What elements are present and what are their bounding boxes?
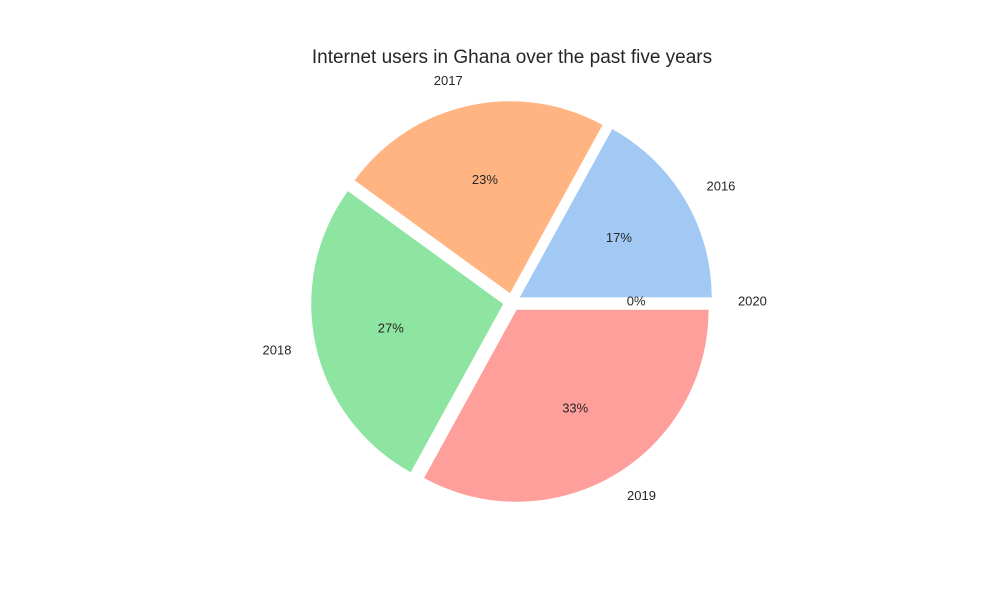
slice-label-2016: 2016 — [706, 178, 735, 193]
slice-label-2020: 2020 — [738, 293, 767, 308]
chart-title: Internet users in Ghana over the past fi… — [312, 47, 712, 68]
pie-slice-2016 — [519, 129, 712, 298]
pct-label-2020: 0% — [627, 293, 646, 308]
slice-label-2018: 2018 — [263, 343, 292, 358]
pct-label-2016: 17% — [606, 230, 632, 245]
pie-labels: 2016 17% 2017 23% 2018 27% 2019 33% 2020 0% — [263, 73, 767, 503]
pie-slices — [311, 101, 712, 502]
slice-label-2019: 2019 — [627, 488, 656, 503]
pct-label-2017: 23% — [472, 172, 498, 187]
pie-slice-2017 — [354, 101, 603, 294]
slice-label-2017: 2017 — [434, 73, 463, 88]
pct-label-2018: 27% — [378, 321, 404, 336]
pie-slice-2019 — [424, 309, 709, 502]
pct-label-2019: 33% — [562, 400, 588, 415]
pie-slice-2018 — [311, 191, 504, 473]
